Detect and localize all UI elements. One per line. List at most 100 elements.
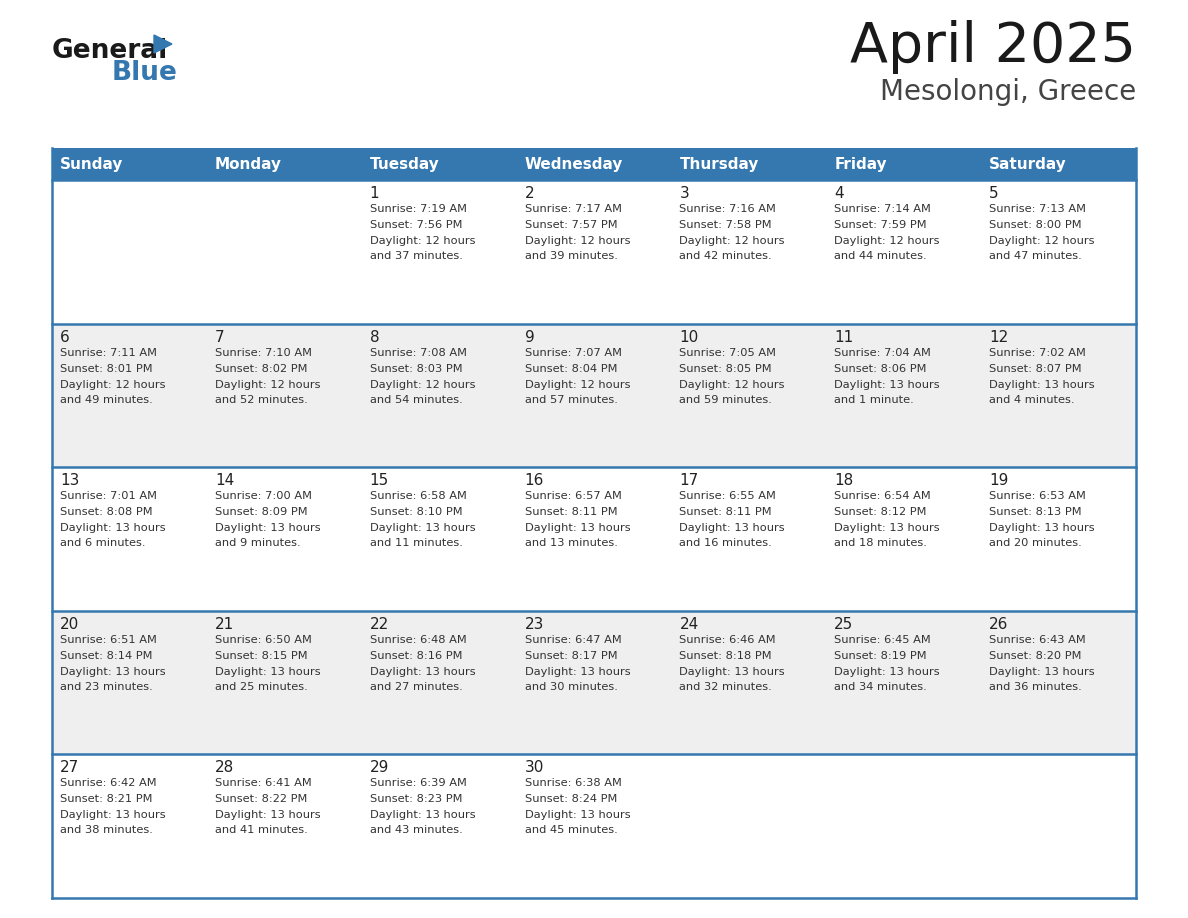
Text: 17: 17: [680, 473, 699, 488]
Text: and 23 minutes.: and 23 minutes.: [61, 682, 153, 692]
Text: Daylight: 12 hours: Daylight: 12 hours: [525, 236, 630, 246]
Text: Sunrise: 6:51 AM: Sunrise: 6:51 AM: [61, 635, 157, 644]
Bar: [52, 324, 1136, 467]
Text: 1: 1: [369, 186, 379, 201]
Text: 15: 15: [369, 473, 388, 488]
Text: and 44 minutes.: and 44 minutes.: [834, 251, 927, 261]
Text: Sunset: 8:01 PM: Sunset: 8:01 PM: [61, 364, 152, 374]
Text: 28: 28: [215, 760, 234, 776]
Text: and 39 minutes.: and 39 minutes.: [525, 251, 618, 261]
Text: Sunrise: 7:04 AM: Sunrise: 7:04 AM: [834, 348, 931, 358]
Text: Daylight: 13 hours: Daylight: 13 hours: [369, 523, 475, 533]
Text: Daylight: 12 hours: Daylight: 12 hours: [834, 236, 940, 246]
Text: Daylight: 13 hours: Daylight: 13 hours: [215, 666, 321, 677]
Text: Sunset: 8:04 PM: Sunset: 8:04 PM: [525, 364, 617, 374]
Text: Sunset: 8:13 PM: Sunset: 8:13 PM: [990, 508, 1082, 517]
Text: Sunrise: 7:11 AM: Sunrise: 7:11 AM: [61, 348, 157, 358]
Text: 7: 7: [215, 330, 225, 344]
Text: Daylight: 13 hours: Daylight: 13 hours: [61, 523, 165, 533]
Bar: [827, 148, 981, 180]
Text: 13: 13: [61, 473, 80, 488]
Text: Sunset: 7:59 PM: Sunset: 7:59 PM: [834, 220, 927, 230]
Bar: [517, 148, 671, 180]
Text: Daylight: 12 hours: Daylight: 12 hours: [215, 380, 321, 389]
Text: 22: 22: [369, 617, 388, 632]
Text: Sunset: 8:07 PM: Sunset: 8:07 PM: [990, 364, 1082, 374]
Text: Daylight: 13 hours: Daylight: 13 hours: [990, 380, 1095, 389]
Bar: [207, 148, 361, 180]
Text: Sunrise: 7:16 AM: Sunrise: 7:16 AM: [680, 204, 776, 214]
Bar: [52, 755, 1136, 898]
Bar: [671, 148, 827, 180]
Text: Sunrise: 6:38 AM: Sunrise: 6:38 AM: [525, 778, 621, 789]
Text: Blue: Blue: [112, 60, 178, 86]
Text: and 45 minutes.: and 45 minutes.: [525, 825, 618, 835]
Text: Daylight: 13 hours: Daylight: 13 hours: [990, 523, 1095, 533]
Text: Sunday: Sunday: [61, 156, 124, 172]
Text: and 18 minutes.: and 18 minutes.: [834, 538, 927, 548]
Text: Sunrise: 6:45 AM: Sunrise: 6:45 AM: [834, 635, 931, 644]
Text: and 59 minutes.: and 59 minutes.: [680, 395, 772, 405]
Text: and 38 minutes.: and 38 minutes.: [61, 825, 153, 835]
Text: Daylight: 12 hours: Daylight: 12 hours: [680, 380, 785, 389]
Bar: [981, 148, 1136, 180]
Text: and 47 minutes.: and 47 minutes.: [990, 251, 1082, 261]
Text: and 6 minutes.: and 6 minutes.: [61, 538, 145, 548]
Text: 9: 9: [525, 330, 535, 344]
Text: and 9 minutes.: and 9 minutes.: [215, 538, 301, 548]
Text: Sunset: 8:12 PM: Sunset: 8:12 PM: [834, 508, 927, 517]
Text: Sunrise: 6:53 AM: Sunrise: 6:53 AM: [990, 491, 1086, 501]
Text: Sunset: 8:11 PM: Sunset: 8:11 PM: [525, 508, 618, 517]
Text: Sunset: 8:00 PM: Sunset: 8:00 PM: [990, 220, 1082, 230]
Text: and 27 minutes.: and 27 minutes.: [369, 682, 462, 692]
Text: 30: 30: [525, 760, 544, 776]
Text: Sunset: 8:02 PM: Sunset: 8:02 PM: [215, 364, 308, 374]
Text: 10: 10: [680, 330, 699, 344]
Text: Sunset: 8:20 PM: Sunset: 8:20 PM: [990, 651, 1081, 661]
Text: Daylight: 12 hours: Daylight: 12 hours: [61, 380, 165, 389]
Text: Sunrise: 7:01 AM: Sunrise: 7:01 AM: [61, 491, 157, 501]
Text: and 16 minutes.: and 16 minutes.: [680, 538, 772, 548]
Text: Daylight: 13 hours: Daylight: 13 hours: [834, 380, 940, 389]
Text: and 42 minutes.: and 42 minutes.: [680, 251, 772, 261]
Text: Sunrise: 6:48 AM: Sunrise: 6:48 AM: [369, 635, 467, 644]
Text: Sunset: 8:24 PM: Sunset: 8:24 PM: [525, 794, 617, 804]
Text: Sunset: 8:19 PM: Sunset: 8:19 PM: [834, 651, 927, 661]
Text: Sunset: 8:18 PM: Sunset: 8:18 PM: [680, 651, 772, 661]
Text: 16: 16: [525, 473, 544, 488]
Text: 3: 3: [680, 186, 689, 201]
Text: Sunrise: 6:55 AM: Sunrise: 6:55 AM: [680, 491, 776, 501]
Text: Sunset: 8:06 PM: Sunset: 8:06 PM: [834, 364, 927, 374]
Text: Sunrise: 7:14 AM: Sunrise: 7:14 AM: [834, 204, 931, 214]
Text: and 30 minutes.: and 30 minutes.: [525, 682, 618, 692]
Text: Daylight: 13 hours: Daylight: 13 hours: [525, 811, 630, 821]
Text: 25: 25: [834, 617, 853, 632]
Text: 26: 26: [990, 617, 1009, 632]
Text: Saturday: Saturday: [990, 156, 1067, 172]
Text: Sunset: 8:05 PM: Sunset: 8:05 PM: [680, 364, 772, 374]
Text: 29: 29: [369, 760, 390, 776]
Text: 27: 27: [61, 760, 80, 776]
Text: Sunrise: 7:17 AM: Sunrise: 7:17 AM: [525, 204, 621, 214]
Text: Sunset: 8:17 PM: Sunset: 8:17 PM: [525, 651, 618, 661]
Text: Thursday: Thursday: [680, 156, 759, 172]
Text: Daylight: 13 hours: Daylight: 13 hours: [525, 666, 630, 677]
Text: Daylight: 13 hours: Daylight: 13 hours: [61, 666, 165, 677]
Text: Sunrise: 6:50 AM: Sunrise: 6:50 AM: [215, 635, 311, 644]
Text: Sunset: 8:09 PM: Sunset: 8:09 PM: [215, 508, 308, 517]
Text: Sunrise: 6:41 AM: Sunrise: 6:41 AM: [215, 778, 311, 789]
Bar: [52, 180, 1136, 324]
Text: Daylight: 13 hours: Daylight: 13 hours: [369, 811, 475, 821]
Text: Daylight: 13 hours: Daylight: 13 hours: [215, 811, 321, 821]
Text: Sunrise: 7:02 AM: Sunrise: 7:02 AM: [990, 348, 1086, 358]
Text: Daylight: 13 hours: Daylight: 13 hours: [525, 523, 630, 533]
Text: Sunrise: 7:07 AM: Sunrise: 7:07 AM: [525, 348, 621, 358]
Text: Sunset: 8:03 PM: Sunset: 8:03 PM: [369, 364, 462, 374]
Text: and 34 minutes.: and 34 minutes.: [834, 682, 927, 692]
Text: Sunrise: 6:58 AM: Sunrise: 6:58 AM: [369, 491, 467, 501]
Text: Tuesday: Tuesday: [369, 156, 440, 172]
Text: Sunrise: 6:42 AM: Sunrise: 6:42 AM: [61, 778, 157, 789]
Text: Sunset: 8:16 PM: Sunset: 8:16 PM: [369, 651, 462, 661]
Text: Sunrise: 7:08 AM: Sunrise: 7:08 AM: [369, 348, 467, 358]
Text: Sunset: 7:58 PM: Sunset: 7:58 PM: [680, 220, 772, 230]
